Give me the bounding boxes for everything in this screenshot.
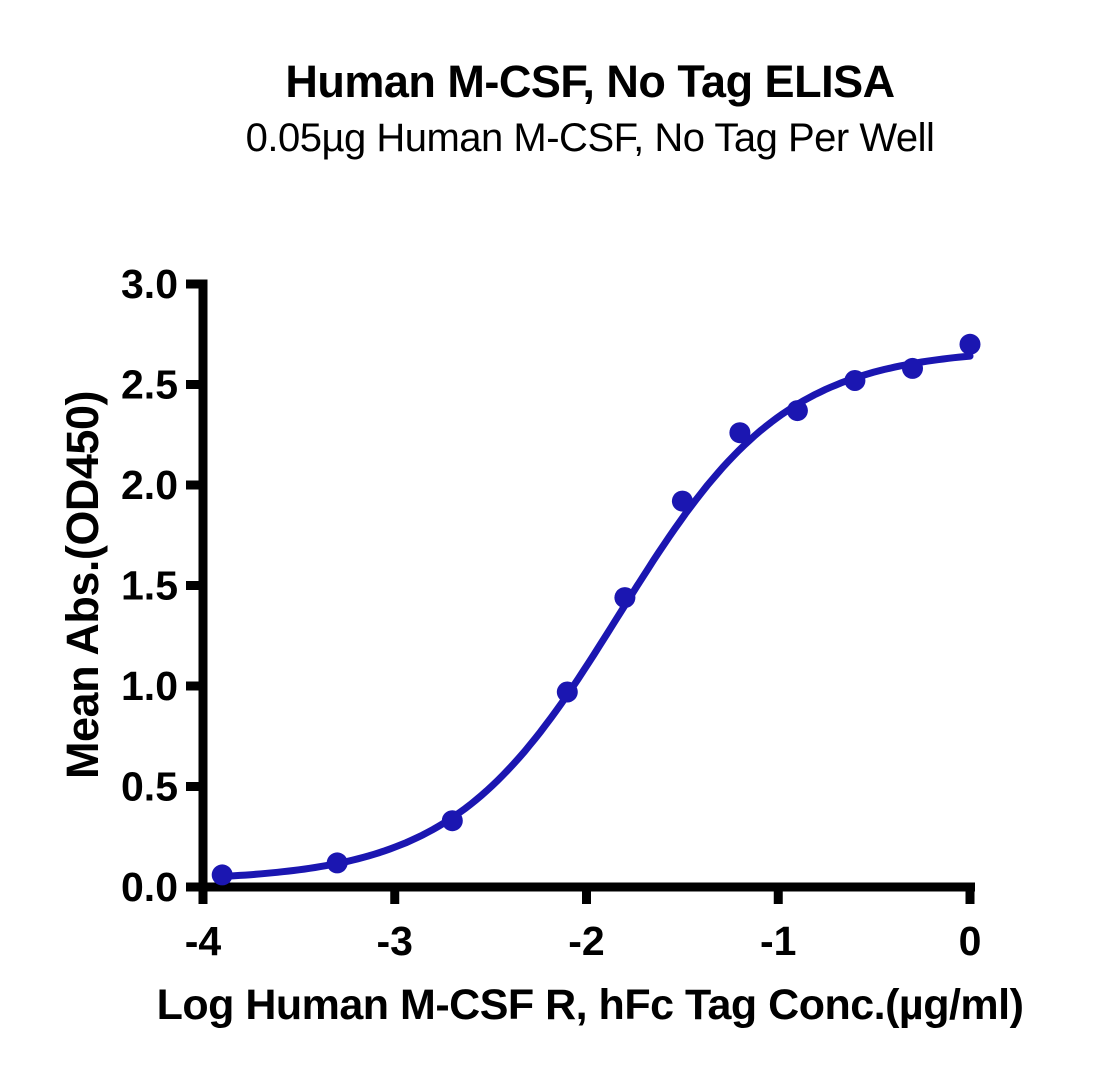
x-tick-label: -4	[185, 918, 222, 964]
data-point	[902, 357, 923, 379]
y-tick-label: 0.0	[121, 864, 178, 910]
x-tick-label: -1	[760, 918, 796, 964]
y-tick-label: 1.0	[121, 663, 178, 709]
y-tick-label: 2.0	[121, 462, 178, 508]
data-point	[614, 587, 636, 609]
fit-curve	[214, 352, 974, 881]
chart-title: Human M-CSF, No Tag ELISA	[285, 56, 895, 107]
data-point	[671, 490, 693, 512]
y-tick-label: 1.5	[121, 563, 178, 609]
chart-subtitle: 0.05µg Human M-CSF, No Tag Per Well	[245, 116, 935, 160]
y-tick-label: 0.5	[121, 764, 178, 810]
x-tick-label: 0	[959, 918, 982, 964]
x-tick-label: -2	[568, 918, 604, 964]
data-point	[959, 333, 981, 355]
y-tick-label: 2.5	[121, 362, 178, 408]
data-point	[729, 422, 751, 444]
data-point	[786, 400, 808, 422]
data-point	[844, 370, 866, 391]
x-axis-title: Log Human M-CSF R, hFc Tag Conc.(µg/ml)	[156, 981, 1024, 1029]
data-point	[556, 681, 578, 703]
data-point	[211, 864, 233, 886]
data-point	[441, 810, 463, 832]
y-tick-label: 3.0	[121, 261, 178, 307]
x-tick-label: -3	[377, 918, 413, 964]
data-point	[326, 852, 348, 874]
